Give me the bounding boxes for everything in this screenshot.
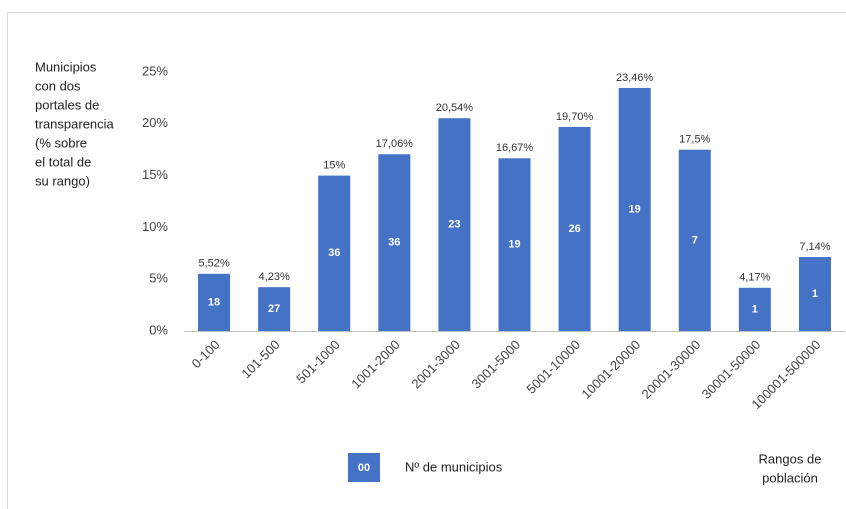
x-tick-label: 0-100 [188, 337, 222, 371]
bar [318, 175, 351, 331]
y-tick-label: 0% [149, 322, 168, 337]
bar-count: 27 [268, 303, 280, 315]
y-tick-label: 10% [142, 219, 168, 234]
bar [198, 273, 231, 331]
value-label: 4,17% [739, 272, 770, 284]
bar-count: 19 [629, 203, 641, 215]
x-tick-label: 2001-3000 [408, 337, 463, 392]
bar-count: 7 [692, 234, 698, 246]
bar-count: 23 [448, 219, 460, 231]
value-label: 16,67% [496, 142, 534, 154]
y-tick-label: 20% [142, 115, 168, 130]
bar-count: 19 [508, 239, 520, 251]
y-tick-label: 25% [142, 63, 168, 78]
x-axis-label: población [762, 470, 818, 485]
value-label: 19,70% [556, 111, 594, 123]
bar-count: 36 [328, 247, 340, 259]
x-tick-label: 1001-2000 [348, 337, 403, 392]
bar [798, 257, 831, 331]
value-label: 7,14% [799, 241, 830, 253]
bar-count: 1 [752, 303, 758, 315]
bar [678, 149, 711, 331]
y-tick-label: 5% [149, 271, 168, 286]
y-axis-label: portales de [35, 97, 99, 112]
bar [558, 126, 591, 332]
y-axis-label: (% sobre [35, 135, 87, 150]
bar-count: 36 [388, 237, 400, 249]
y-axis-label: Municipios [35, 59, 97, 74]
bar-count: 18 [208, 296, 220, 308]
bar-count: 26 [568, 223, 580, 235]
value-label: 17,5% [679, 134, 710, 146]
bar [618, 87, 651, 331]
legend-label: Nº de municipios [405, 459, 503, 474]
x-tick-label: 501-1000 [293, 337, 342, 386]
bar [258, 287, 291, 331]
bar [498, 158, 531, 331]
x-axis-label: Rangos de [759, 451, 822, 466]
y-axis-label: su rango) [35, 173, 90, 188]
value-label: 5,52% [198, 258, 229, 270]
x-tick-label: 5001-10000 [523, 337, 583, 397]
x-tick-label: 30001-50000 [699, 337, 764, 402]
value-label: 23,46% [616, 72, 654, 84]
value-label: 4,23% [259, 271, 290, 283]
bar [378, 154, 411, 331]
x-tick-label: 101-500 [238, 337, 282, 381]
value-label: 15% [323, 160, 345, 172]
y-axis-label: transparencia [35, 116, 115, 131]
y-axis-label: el total de [35, 154, 91, 169]
bar-count: 1 [812, 288, 818, 300]
bar [738, 287, 771, 331]
bar [438, 118, 471, 331]
value-label: 20,54% [436, 102, 474, 114]
y-tick-label: 15% [142, 167, 168, 182]
legend-swatch [348, 453, 380, 482]
value-label: 17,06% [376, 138, 414, 150]
x-tick-label: 20001-30000 [639, 337, 704, 402]
y-axis-label: con dos [35, 78, 81, 93]
x-tick-label: 3001-5000 [468, 337, 523, 392]
x-tick-label: 10001-20000 [578, 337, 643, 402]
legend-symbol: 00 [358, 462, 370, 474]
